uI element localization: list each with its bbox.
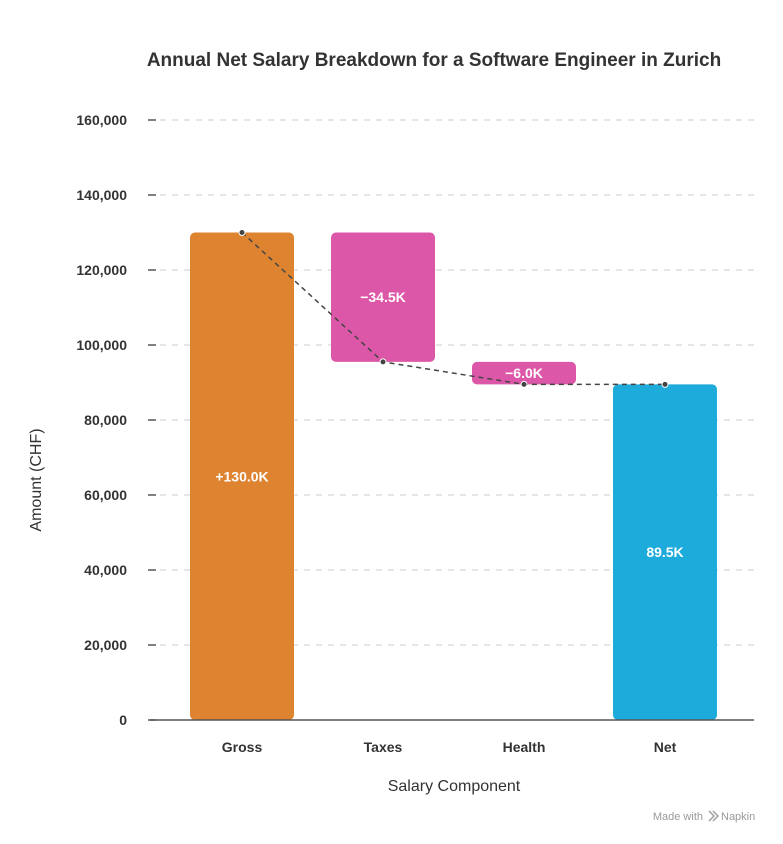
y-tick-label: 140,000	[76, 187, 127, 203]
bar-net	[613, 384, 717, 720]
bar-value-label: −6.0K	[505, 365, 543, 381]
credit-text: Made with	[653, 811, 703, 823]
bar-gross	[190, 232, 294, 720]
y-tick-label: 20,000	[84, 637, 127, 653]
x-tick-label: Taxes	[364, 739, 403, 755]
x-axis-label: Salary Component	[388, 778, 521, 795]
credit-brand: Napkin	[721, 811, 755, 823]
bar-taxes	[331, 232, 435, 362]
x-tick-label: Net	[654, 739, 677, 755]
y-tick-label: 100,000	[76, 337, 127, 353]
y-tick-label: 80,000	[84, 412, 127, 428]
bar-health	[472, 361, 576, 385]
connector-point	[379, 358, 387, 366]
y-tick-label: 60,000	[84, 487, 127, 503]
connector-point	[238, 229, 246, 236]
connector-point	[520, 380, 528, 388]
x-axis: Gross Taxes Health Net	[222, 739, 677, 755]
y-tick-label: 160,000	[76, 112, 127, 128]
x-tick-label: Gross	[222, 739, 263, 755]
bar-value-label: −34.5K	[360, 289, 406, 305]
napkin-credit: Made with Napkin	[653, 810, 755, 823]
x-tick-label: Health	[503, 739, 546, 755]
connector-point	[661, 380, 669, 388]
y-tick-label: 0	[119, 712, 127, 728]
y-axis: 0 20,000 40,000 60,000 80,000 100,000 120,000 1…	[76, 112, 156, 728]
connectors	[238, 229, 669, 388]
connector-line	[241, 231, 665, 386]
y-tick-label: 120,000	[76, 262, 127, 278]
y-tick-label: 40,000	[84, 562, 127, 578]
bar-value-label: 89.5K	[646, 544, 683, 560]
chart-title: Annual Net Salary Breakdown for a Softwa…	[147, 50, 721, 71]
bar-labels: +130.0K −34.5K −6.0K 89.5K	[215, 289, 683, 560]
bar-value-label: +130.0K	[215, 468, 268, 484]
napkin-logo-icon	[708, 810, 719, 822]
y-axis-label: Amount (CHF)	[28, 428, 45, 531]
bars	[190, 232, 717, 720]
